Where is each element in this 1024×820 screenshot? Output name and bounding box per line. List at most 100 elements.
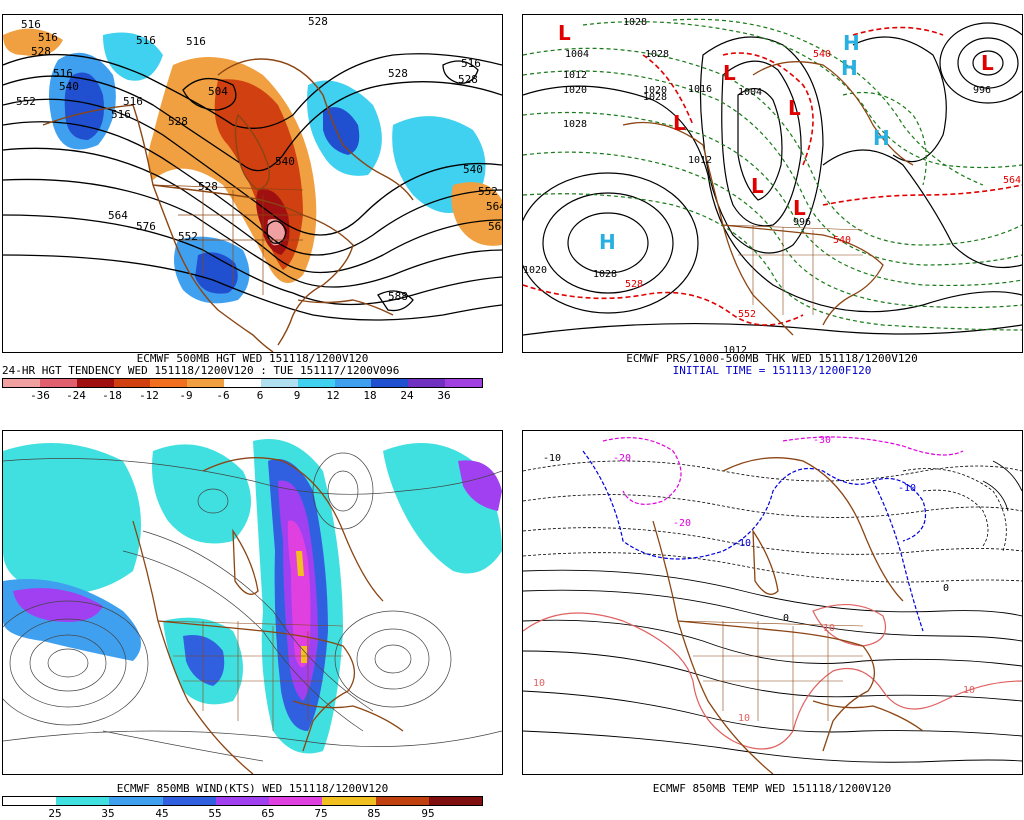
map-850mb-temp-svg: -10 -20 -10 0 10 10 -10 10 0 -20 -30 10 (523, 435, 1022, 774)
legend-swatch (269, 797, 323, 805)
map-850mb-wind (2, 430, 503, 775)
isobar-label: 1028 (645, 49, 669, 60)
legend-tick: 75 (314, 807, 328, 820)
shade-dkblue-sw-us (195, 252, 238, 294)
contour-label: 528 (198, 180, 218, 193)
map-850mb-wind-svg (3, 439, 502, 774)
low-center-marker: L (723, 61, 736, 85)
legend-tick: -9 (179, 389, 193, 402)
isobar-label: 1012 (688, 155, 712, 166)
wind-purple-atl (458, 460, 502, 511)
panel-850mb-wind: ECMWF 850MB WIND(KTS) WED 151118/1200V12… (0, 418, 505, 820)
legend-tick: 85 (367, 807, 381, 820)
legend-swatch (260, 379, 298, 387)
legend-swatch (297, 379, 335, 387)
legend-tendency (2, 378, 483, 388)
isotherm-label: -20 (613, 453, 631, 464)
low-center-marker: L (558, 21, 571, 45)
legend-tendency-ticks: -36 -24 -18 -12 -9 -6 6 9 12 18 24 36 (2, 389, 481, 402)
isobar-label: 1020 (643, 85, 667, 96)
legend-swatch (428, 797, 482, 805)
legend-wind (2, 796, 483, 806)
isotherm-minus10 (582, 450, 927, 632)
contour-label: 516 (461, 57, 481, 70)
isotherm-label: 10 (823, 623, 835, 634)
isotherm-label: 0 (943, 583, 949, 594)
isobar-label: 1028 (643, 92, 667, 103)
isotherms (523, 460, 1022, 763)
contour-label: 540 (275, 155, 295, 168)
legend-tick: 36 (437, 389, 451, 402)
legend-tick: -6 (216, 389, 230, 402)
contour-label: 564 (486, 200, 502, 213)
legend-swatch (187, 379, 225, 387)
isobar-label: 1012 (723, 345, 747, 352)
contour-label: 552 (16, 95, 36, 108)
legend-tick: -36 (30, 389, 50, 402)
caption-pressure-thickness: ECMWF PRS/1000-500MB THK WED 151118/1200… (626, 352, 918, 365)
legend-tick: 6 (256, 389, 264, 402)
isobar-label: 1028 (563, 119, 587, 130)
shade-blue-north (103, 32, 163, 81)
legend-tick: -12 (139, 389, 159, 402)
map-pressure-svg: H H H H L L L L L L L 1028 1004 1012 102… (523, 17, 1022, 352)
wind-cyan-west (3, 443, 141, 594)
isotherm-label: -10 (898, 483, 916, 494)
caption-initial-time: INITIAL TIME = 151113/1200F120 (672, 364, 872, 377)
legend-tick: 9 (293, 389, 301, 402)
legend-tick: 55 (208, 807, 222, 820)
isobar-label: 996 (973, 85, 991, 96)
isobar-label: 1016 (688, 84, 712, 95)
isobar-labels: 1028 1004 1012 1020 1028 1028 1016 1012 … (523, 17, 1021, 352)
isobar-label: 540 (833, 235, 851, 246)
legend-swatch (224, 379, 261, 387)
high-centers: H H H H (599, 31, 890, 254)
legend-swatch (3, 797, 57, 805)
contour-label: 564 (108, 209, 128, 222)
isobar-label: 1028 (623, 17, 647, 28)
legend-tick: 95 (421, 807, 435, 820)
contour-label: 528 (308, 15, 328, 28)
low-centers: L L L L L L L (558, 21, 994, 220)
legend-swatch (76, 379, 114, 387)
borders (157, 620, 344, 731)
isobar-label: 1020 (563, 85, 587, 96)
isotherm-minus20 (602, 436, 964, 505)
isobar-label: 540 (813, 49, 831, 60)
contour-label: 552 (178, 230, 198, 243)
contour-label: 528 (388, 67, 408, 80)
wind-blue-sw (183, 635, 225, 686)
contour-label: 516 (21, 18, 41, 31)
panel-850mb-temp: -10 -20 -10 0 10 10 -10 10 0 -20 -30 10 … (520, 418, 1024, 819)
wind-purple-west (13, 588, 103, 622)
low-center-marker: L (751, 174, 764, 198)
isotherm-label: -30 (813, 435, 831, 446)
map-pressure: H H H H L L L L L L L 1028 1004 1012 102… (522, 14, 1023, 353)
isobar-label: 528 (625, 279, 643, 290)
coastlines (622, 61, 914, 336)
legend-swatch (375, 797, 429, 805)
legend-tick: -24 (66, 389, 86, 402)
legend-swatch (109, 797, 163, 805)
legend-wind-ticks: 25 35 45 55 65 75 85 95 (2, 807, 481, 820)
wind-cyan-goa (152, 444, 251, 544)
contour-label: 528 (458, 73, 478, 86)
shade-dkblue-goa (64, 72, 104, 140)
contour-label: 564 (488, 220, 502, 233)
isobar-label: 1004 (565, 49, 589, 60)
legend-tick: 65 (261, 807, 275, 820)
isotherm-label: -10 (543, 453, 561, 464)
wind-yellow-2 (301, 646, 307, 663)
coastlines (652, 457, 924, 774)
isobar-label: 552 (738, 309, 756, 320)
caption-850mb-wind: ECMWF 850MB WIND(KTS) WED 151118/1200V12… (116, 782, 389, 795)
isotherm-label: 0 (783, 613, 789, 624)
isotherm-label: 10 (738, 713, 750, 724)
contour-labels: 516 516 528 528 540 516 516 504 516 528 … (16, 15, 502, 303)
caption-850mb-temp: ECMWF 850MB TEMP WED 151118/1200V120 (652, 782, 892, 795)
isobars (523, 22, 1022, 336)
contour-label: 576 (136, 220, 156, 233)
legend-tick: 12 (326, 389, 340, 402)
caption-500mb-tendency: 24-HR HGT TENDENCY WED 151118/1200V120 :… (2, 364, 400, 377)
thickness-red (523, 26, 1022, 326)
